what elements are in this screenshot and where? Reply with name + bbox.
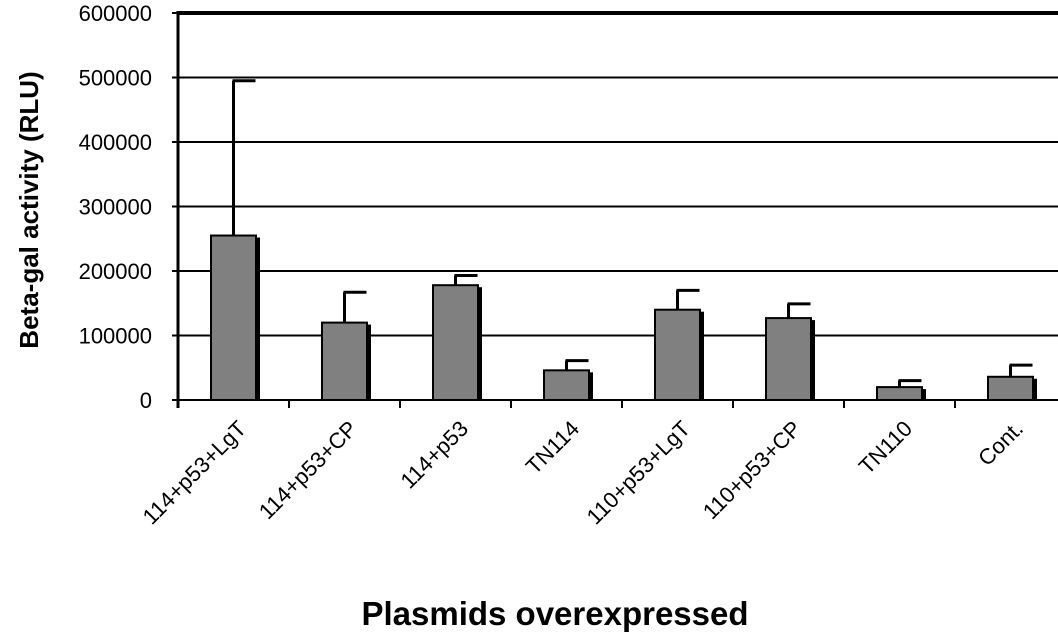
y-tick-label: 500000 [79,66,152,91]
bars [210,234,1037,402]
y-axis-title: Beta-gal activity (RLU) [14,71,44,348]
x-tick-label: 114+p53+LgT [138,416,251,529]
y-tick-label: 300000 [79,195,152,220]
y-tick-label: 200000 [79,259,152,284]
error-bars [232,79,1033,388]
bar [432,284,479,401]
y-tick-label: 600000 [79,1,152,26]
x-tick-label: TN114 [521,416,584,479]
x-tick-label: Cont. [973,416,1028,471]
bar [876,386,923,402]
bar [654,308,701,402]
gridlines [178,11,1058,337]
axes [172,11,1058,408]
x-tick-labels: 114+p53+LgT 114+p53+CP 114+p53 TN114110+p53… [138,416,1028,529]
bar [543,369,590,401]
y-tick-labels: 0 100000 200000 300000 400000 500000 600000 [79,1,152,413]
x-tick-label: 110+p53+CP [698,416,806,524]
y-tick-label: 400000 [79,130,152,155]
bar [210,234,257,401]
y-tick-label: 0 [140,388,152,413]
x-axis-title: Plasmids overexpressed [361,595,748,632]
bar [765,317,812,401]
x-tick-label: 114+p53+CP [254,416,362,524]
bar [321,321,368,402]
x-tick-label: 110+p53+LgT [582,416,695,529]
y-tick-label: 100000 [79,324,152,349]
x-tick-label: 114+p53 [396,416,474,494]
x-tick-label: TN110 [854,416,917,479]
bar [987,375,1034,401]
